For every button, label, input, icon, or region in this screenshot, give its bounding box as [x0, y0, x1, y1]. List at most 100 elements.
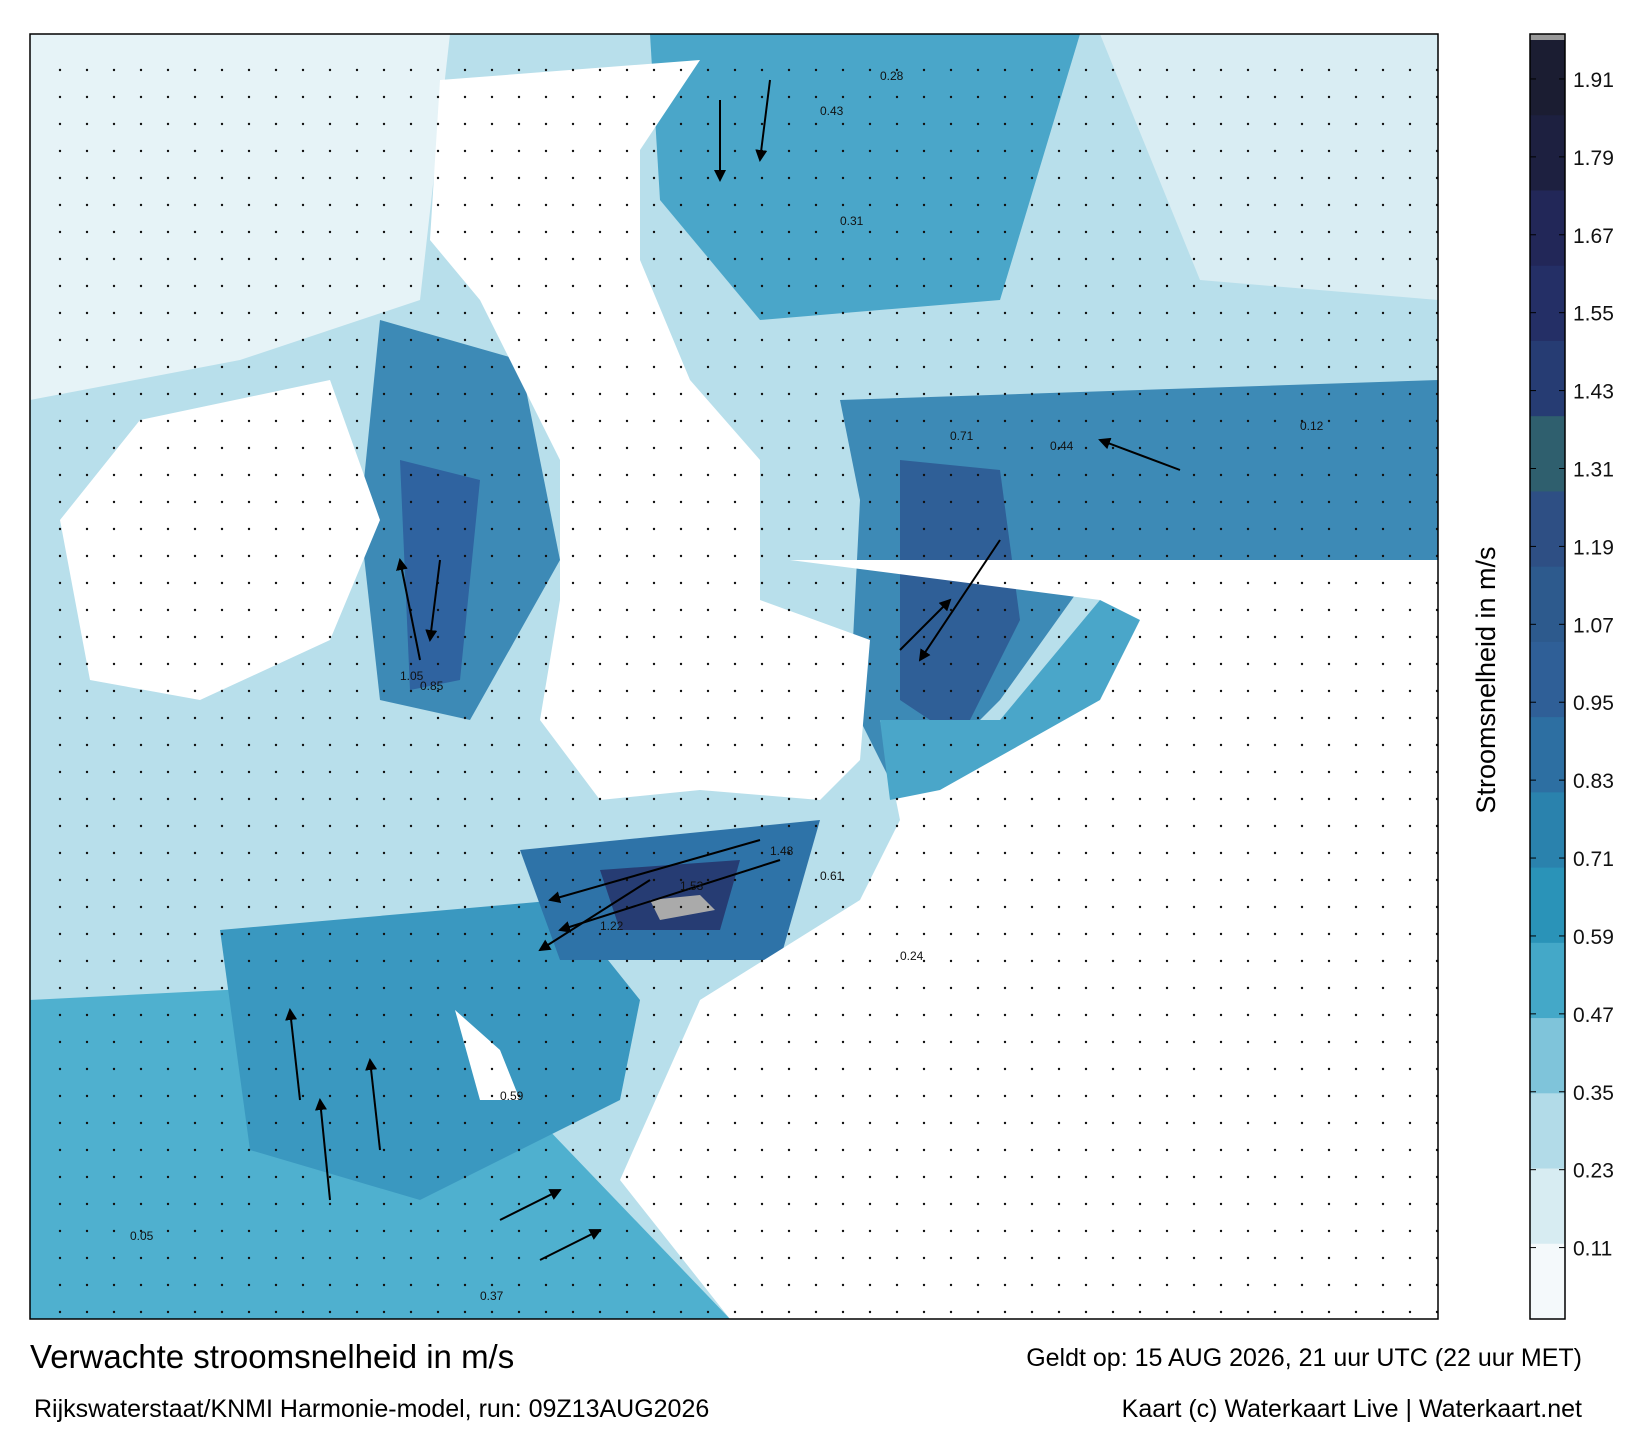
grid-dot	[247, 878, 251, 882]
grid-dot	[1300, 1283, 1304, 1287]
grid-dot	[922, 662, 926, 666]
grid-dot	[787, 446, 791, 450]
grid-dot	[625, 797, 629, 801]
grid-dot	[544, 797, 548, 801]
grid-dot	[976, 635, 980, 639]
map-label: 0.37	[480, 1289, 504, 1303]
grid-dot	[247, 1310, 251, 1314]
grid-dot	[1219, 1256, 1223, 1260]
grid-dot	[868, 1013, 872, 1017]
grid-dot	[1300, 851, 1304, 855]
grid-dot	[247, 824, 251, 828]
grid-dot	[328, 311, 332, 315]
grid-dot	[1165, 1256, 1169, 1260]
grid-dot	[1354, 851, 1358, 855]
grid-dot	[841, 878, 845, 882]
grid-dot	[301, 743, 305, 747]
grid-dot	[544, 446, 548, 450]
grid-dot	[706, 203, 710, 207]
grid-dot	[1273, 797, 1277, 801]
grid-dot	[409, 149, 413, 153]
grid-dot	[1165, 392, 1169, 396]
grid-dot	[625, 1175, 629, 1179]
grid-dot	[436, 311, 440, 315]
grid-dot	[814, 986, 818, 990]
grid-dot	[382, 1013, 386, 1017]
grid-dot	[1057, 419, 1061, 423]
grid-dot	[1408, 878, 1412, 882]
grid-dot	[652, 959, 656, 963]
grid-dot	[733, 878, 737, 882]
grid-dot	[1084, 905, 1088, 909]
grid-dot	[895, 500, 899, 504]
flow-arrow	[755, 79, 771, 162]
grid-dot	[1192, 95, 1196, 99]
grid-dot	[544, 1148, 548, 1152]
grid-dot	[328, 905, 332, 909]
grid-dot	[922, 1175, 926, 1179]
grid-dot	[1192, 203, 1196, 207]
grid-dot	[571, 1121, 575, 1125]
grid-dot	[1084, 365, 1088, 369]
grid-dot	[301, 608, 305, 612]
grid-dot	[760, 608, 764, 612]
grid-dot	[1138, 446, 1142, 450]
grid-dot	[652, 1310, 656, 1314]
grid-dot	[760, 716, 764, 720]
grid-dot	[787, 797, 791, 801]
grid-dot	[1273, 1310, 1277, 1314]
grid-dot	[193, 554, 197, 558]
grid-dot	[247, 1229, 251, 1233]
grid-dot	[409, 500, 413, 504]
grid-dot	[949, 392, 953, 396]
flow-arrows	[285, 79, 1181, 1261]
grid-dot	[1300, 1040, 1304, 1044]
grid-dot	[382, 932, 386, 936]
grid-dot	[382, 311, 386, 315]
grid-dot	[1246, 905, 1250, 909]
grid-dot	[58, 824, 62, 828]
map-label: 1.53	[680, 879, 704, 893]
colorbar-tick-label: 0.59	[1573, 926, 1614, 949]
grid-dot	[652, 635, 656, 639]
grid-dot	[436, 1013, 440, 1017]
grid-dot	[247, 1040, 251, 1044]
grid-dot	[1219, 203, 1223, 207]
grid-dot	[895, 230, 899, 234]
grid-dot	[112, 419, 116, 423]
grid-dot	[571, 581, 575, 585]
grid-dot	[625, 1013, 629, 1017]
grid-dot	[85, 797, 89, 801]
grid-dot	[598, 635, 602, 639]
grid-dot	[1192, 365, 1196, 369]
grid-dot	[787, 1229, 791, 1233]
grid-dot	[868, 257, 872, 261]
grid-dot	[868, 932, 872, 936]
grid-dot	[787, 95, 791, 99]
grid-dot	[274, 905, 278, 909]
grid-dot	[895, 95, 899, 99]
grid-dot	[58, 149, 62, 153]
grid-dot	[1165, 662, 1169, 666]
grid-dot	[760, 1013, 764, 1017]
grid-dot	[733, 365, 737, 369]
grid-dot	[1219, 176, 1223, 180]
grid-dot	[922, 1040, 926, 1044]
grid-dot	[1219, 824, 1223, 828]
grid-dot	[166, 986, 170, 990]
grid-dot	[247, 1202, 251, 1206]
grid-dot	[436, 770, 440, 774]
grid-dot	[1084, 608, 1088, 612]
grid-dot	[1030, 365, 1034, 369]
grid-dot	[112, 878, 116, 882]
grid-dot	[868, 716, 872, 720]
grid-dot	[490, 770, 494, 774]
grid-dot	[274, 1310, 278, 1314]
grid-dot	[814, 743, 818, 747]
grid-dot	[841, 1229, 845, 1233]
grid-dot	[220, 257, 224, 261]
grid-dot	[706, 500, 710, 504]
grid-dot	[517, 392, 521, 396]
grid-dot	[1219, 635, 1223, 639]
grid-dot	[1246, 1013, 1250, 1017]
